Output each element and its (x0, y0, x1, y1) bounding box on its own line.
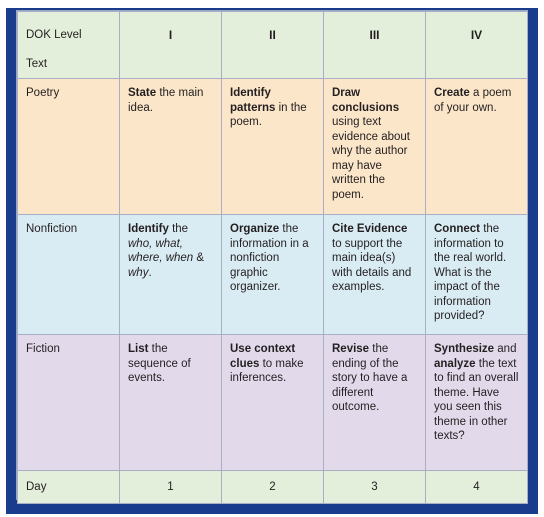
fiction-cell-3: Revise the ending of the story to have a… (323, 334, 426, 471)
nonfiction-label: Nonfiction (17, 214, 120, 335)
day-2: 2 (221, 470, 324, 504)
header-level-4: IV (425, 11, 528, 79)
header-row: DOK Level Text I II III IV (17, 11, 528, 79)
nonfiction-cell-4: Connect the information to the real worl… (425, 214, 528, 335)
dok-table-frame: DOK Level Text I II III IV Poetry State … (16, 10, 528, 504)
nonfiction-cell-3: Cite Evidence to support the main idea(s… (323, 214, 426, 335)
day-3: 3 (323, 470, 426, 504)
fiction-cell-2: Use context clues to make inferences. (221, 334, 324, 471)
nonfiction-cell-1: Identify the who, what, where, when & wh… (119, 214, 222, 335)
poetry-label: Poetry (17, 78, 120, 215)
nonfiction-row: Nonfiction Identify the who, what, where… (17, 214, 528, 335)
day-4: 4 (425, 470, 528, 504)
day-label: Day (17, 470, 120, 504)
day-1: 1 (119, 470, 222, 504)
fiction-row: Fiction List the sequence of events. Use… (17, 334, 528, 471)
fiction-cell-4: Synthesize and analyze the text to find … (425, 334, 528, 471)
day-row: Day 1 2 3 4 (17, 470, 528, 504)
poetry-cell-4: Create a poem of your own. (425, 78, 528, 215)
header-corner-cell: DOK Level Text (17, 11, 120, 79)
dok-level-label: DOK Level (26, 29, 82, 41)
poetry-cell-2: Identify patterns in the poem. (221, 78, 324, 215)
header-level-1: I (119, 11, 222, 79)
fiction-label: Fiction (17, 334, 120, 471)
poetry-row: Poetry State the main idea. Identify pat… (17, 78, 528, 215)
header-level-3: III (323, 11, 426, 79)
nonfiction-cell-2: Organize the information in a nonfiction… (221, 214, 324, 335)
dok-table: DOK Level Text I II III IV Poetry State … (17, 11, 528, 504)
fiction-cell-1: List the sequence of events. (119, 334, 222, 471)
poetry-cell-3: Draw conclusions using text evidence abo… (323, 78, 426, 215)
text-label: Text (26, 57, 48, 70)
poetry-cell-1: State the main idea. (119, 78, 222, 215)
header-level-2: II (221, 11, 324, 79)
